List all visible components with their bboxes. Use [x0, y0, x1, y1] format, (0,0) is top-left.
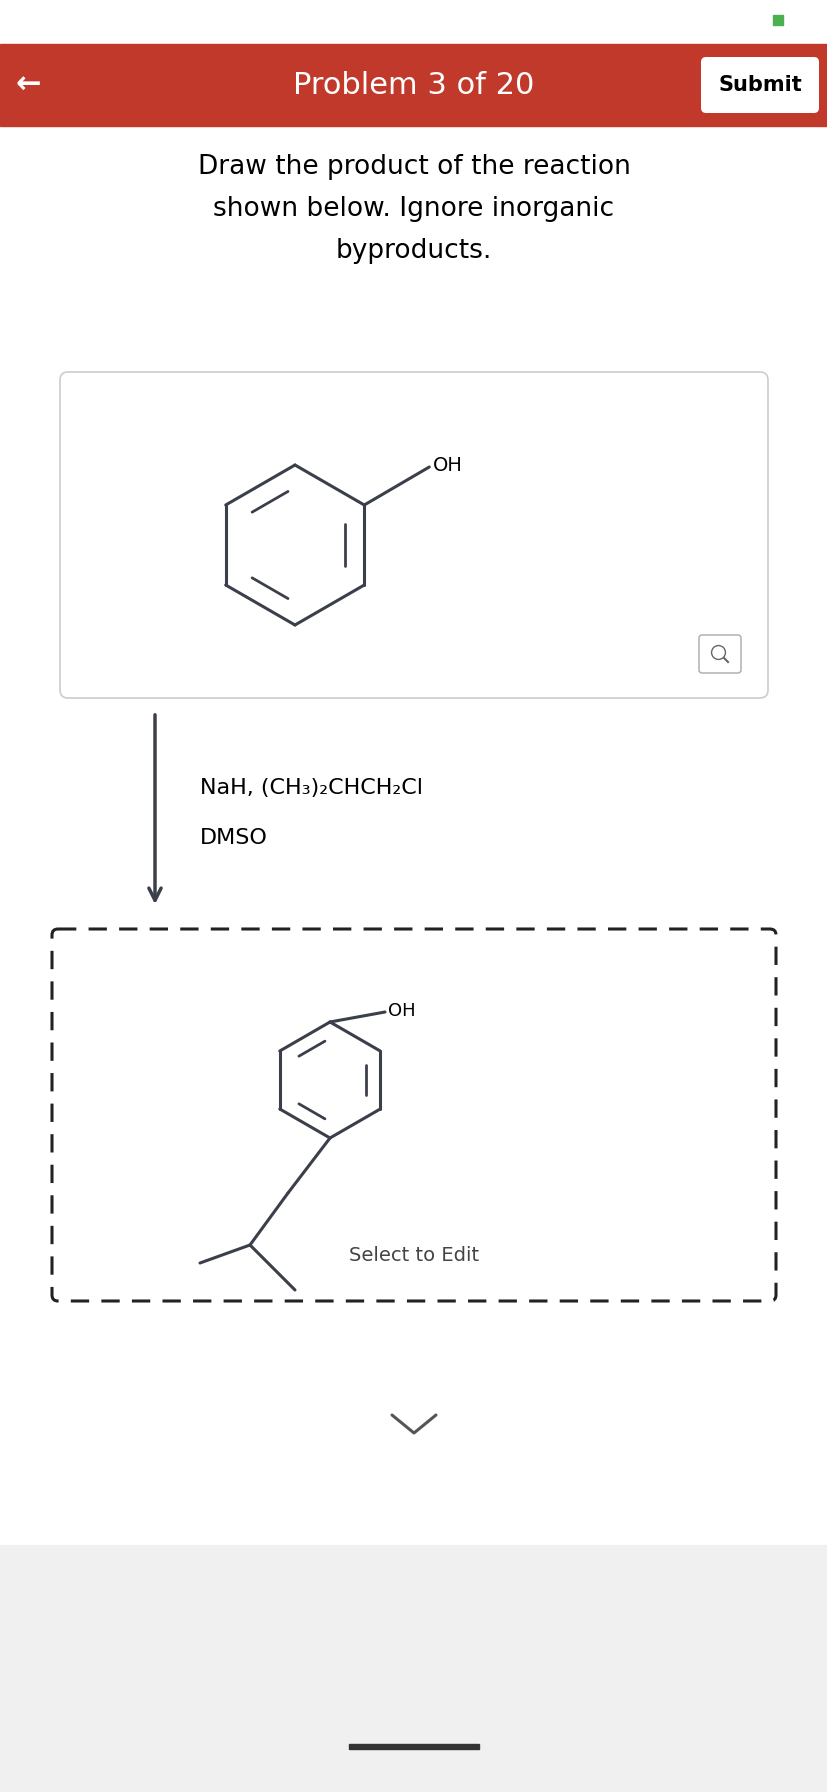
Bar [0, 45, 827, 125]
FancyBboxPatch shape [700, 57, 818, 113]
Text: OH: OH [433, 455, 462, 475]
Bar [348, 1744, 479, 1749]
Text: Draw the product of the reaction: Draw the product of the reaction [198, 154, 629, 179]
Text: Problem 3 of 20: Problem 3 of 20 [293, 70, 534, 100]
Text: Select to Edit: Select to Edit [348, 1245, 479, 1265]
Text: shown below. Ignore inorganic: shown below. Ignore inorganic [213, 195, 614, 222]
Text: Submit: Submit [717, 75, 801, 95]
FancyBboxPatch shape [52, 928, 775, 1301]
Text: byproducts.: byproducts. [336, 238, 491, 263]
Text: ←: ← [15, 70, 41, 100]
Text: OH: OH [388, 1002, 415, 1020]
Bar [0, 1545, 827, 1792]
Text: NaH, (CH₃)₂CHCH₂Cl: NaH, (CH₃)₂CHCH₂Cl [200, 778, 423, 797]
Bar [0, 0, 827, 45]
FancyBboxPatch shape [698, 634, 740, 674]
Text: DMSO: DMSO [200, 828, 268, 848]
FancyBboxPatch shape [60, 373, 767, 699]
